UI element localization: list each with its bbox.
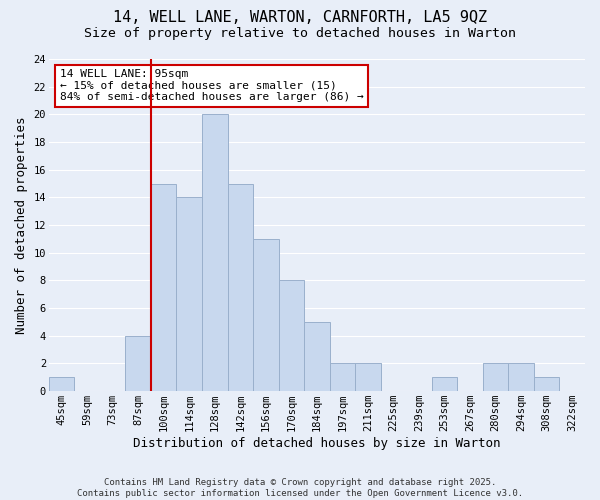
Bar — [534, 378, 559, 391]
Bar — [176, 198, 202, 391]
Bar — [355, 364, 381, 391]
Bar — [483, 364, 508, 391]
X-axis label: Distribution of detached houses by size in Warton: Distribution of detached houses by size … — [133, 437, 500, 450]
Text: Contains HM Land Registry data © Crown copyright and database right 2025.
Contai: Contains HM Land Registry data © Crown c… — [77, 478, 523, 498]
Bar — [151, 184, 176, 391]
Text: 14 WELL LANE: 95sqm
← 15% of detached houses are smaller (15)
84% of semi-detach: 14 WELL LANE: 95sqm ← 15% of detached ho… — [59, 69, 364, 102]
Bar — [432, 378, 457, 391]
Bar — [125, 336, 151, 391]
Bar — [508, 364, 534, 391]
Bar — [227, 184, 253, 391]
Bar — [49, 378, 74, 391]
Text: Size of property relative to detached houses in Warton: Size of property relative to detached ho… — [84, 28, 516, 40]
Y-axis label: Number of detached properties: Number of detached properties — [15, 116, 28, 334]
Bar — [329, 364, 355, 391]
Bar — [304, 322, 329, 391]
Bar — [278, 280, 304, 391]
Bar — [253, 239, 278, 391]
Text: 14, WELL LANE, WARTON, CARNFORTH, LA5 9QZ: 14, WELL LANE, WARTON, CARNFORTH, LA5 9Q… — [113, 10, 487, 25]
Bar — [202, 114, 227, 391]
